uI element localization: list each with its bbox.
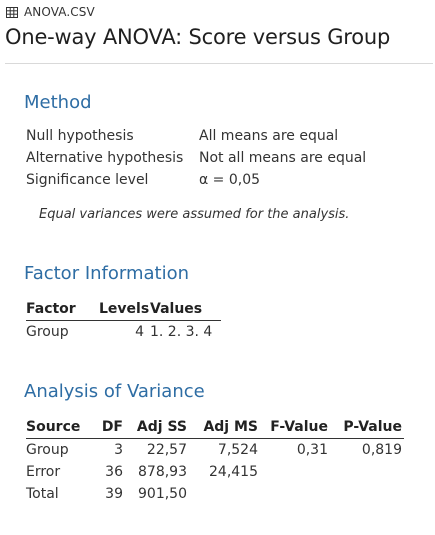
pvalue-col-header: P-Value [343,419,402,435]
method-label: Null hypothesis [26,128,134,144]
levels-cell: 4 [135,324,144,340]
adjss-cell: 901,50 [138,486,187,502]
method-value: α = 0,05 [199,172,261,188]
df-col-header: DF [101,419,123,435]
fvalue-cell: 0,31 [296,442,328,458]
factor-header-rule [26,320,221,321]
title-divider [5,63,433,64]
anova-table: Source DF Adj SS Adj MS F-Value P-Value … [26,419,411,509]
file-tab[interactable]: ANOVA.CSV [6,4,95,20]
factor-cell: Group [26,324,69,340]
method-value: All means are equal [199,128,339,144]
source-cell: Error [26,464,61,480]
method-value: Not all means are equal [199,150,367,166]
table-grid-icon [6,6,18,18]
method-label: Alternative hypothesis [26,150,184,166]
anova-heading: Analysis of Variance [24,381,205,402]
source-col-header: Source [26,419,81,435]
factor-col-header: Factor [26,301,76,317]
fvalue-col-header: F-Value [270,419,328,435]
df-cell: 3 [114,442,123,458]
factor-table: Factor Levels Values Group 4 1. 2. 3. 4 [26,301,226,347]
values-col-header: Values [150,301,203,317]
adjss-col-header: Adj SS [136,419,187,435]
values-cell: 1. 2. 3. 4 [150,324,213,340]
adjms-col-header: Adj MS [203,419,258,435]
adjms-cell: 24,415 [209,464,258,480]
anova-header-rule [26,438,404,439]
df-cell: 39 [105,486,123,502]
pvalue-cell: 0,819 [361,442,402,458]
method-label: Significance level [26,172,149,188]
method-heading: Method [24,92,92,113]
df-cell: 36 [105,464,123,480]
adjss-cell: 878,93 [138,464,187,480]
levels-col-header: Levels [99,301,150,317]
method-note: Equal variances were assumed for the ana… [39,207,350,222]
factor-heading: Factor Information [24,263,190,284]
source-cell: Group [26,442,69,458]
adjms-cell: 7,524 [217,442,258,458]
page-title: One-way ANOVA: Score versus Group [5,25,391,49]
source-cell: Total [26,486,59,502]
adjss-cell: 22,57 [146,442,187,458]
file-name: ANOVA.CSV [24,5,95,19]
